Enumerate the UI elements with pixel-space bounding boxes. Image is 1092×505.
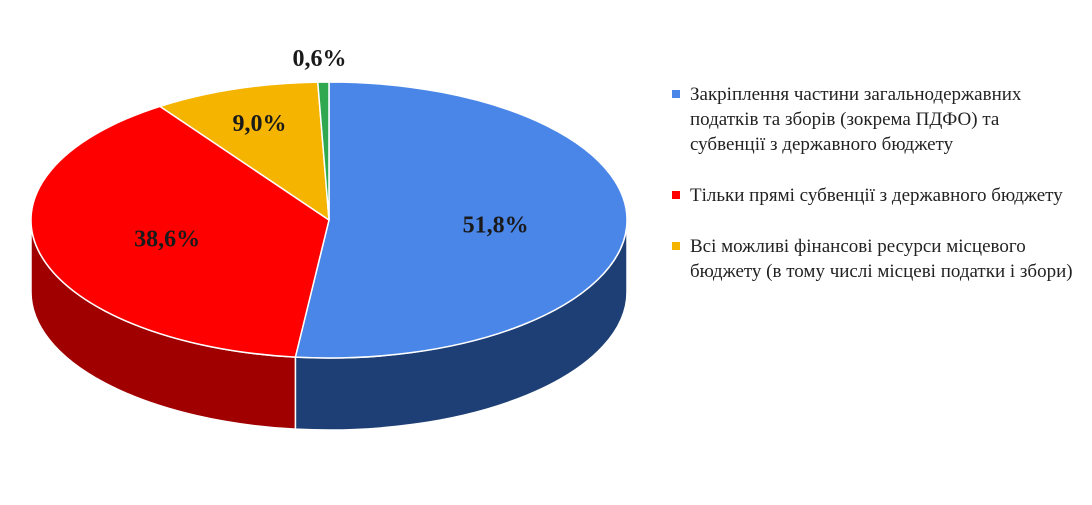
pie-labels: 51,8% 38,6% 9,0% 0,6% bbox=[134, 46, 529, 253]
slice-label-2: 9,0% bbox=[233, 111, 287, 137]
slice-3 bbox=[317, 81, 330, 221]
slice-0 bbox=[294, 81, 628, 359]
legend-label-1: Тільки прямі субвенції з державного бюдж… bbox=[690, 185, 1063, 206]
slice-label-0: 51,8% bbox=[463, 212, 529, 238]
legend-label-0: Закріплення частини загальнодержавних по… bbox=[690, 84, 1022, 155]
legend-item-1: Тільки прямі субвенції з державного бюдж… bbox=[668, 183, 1078, 208]
slice-label-3: 0,6% bbox=[292, 46, 346, 72]
legend-item-0: Закріплення частини загальнодержавних по… bbox=[668, 82, 1078, 157]
legend-swatch-1 bbox=[672, 191, 680, 199]
legend-item-2: Всі можливі фінансові ресурси місцевого … bbox=[668, 234, 1078, 284]
slice-1 bbox=[30, 105, 330, 358]
legend-swatch-0 bbox=[672, 90, 680, 98]
pie-tops bbox=[30, 81, 628, 359]
slice-2 bbox=[159, 81, 330, 221]
legend: Закріплення частини загальнодержавних по… bbox=[668, 82, 1078, 310]
legend-label-2: Всі можливі фінансові ресурси місцевого … bbox=[690, 236, 1073, 282]
legend-swatch-2 bbox=[672, 242, 680, 250]
slice-label-1: 38,6% bbox=[134, 227, 200, 253]
